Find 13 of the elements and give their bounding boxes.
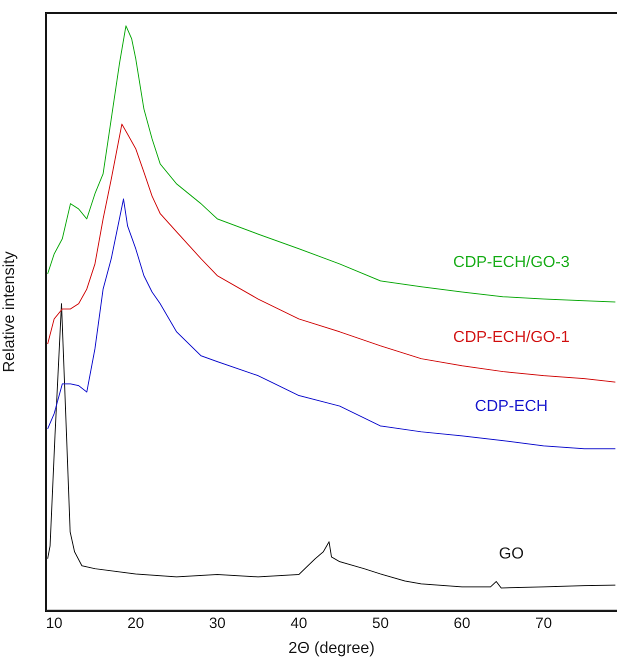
x-tick-label: 50 xyxy=(372,614,389,632)
x-tick-label: 40 xyxy=(290,614,308,632)
series-label: CDP-ECH/GO-1 xyxy=(453,328,570,346)
series-label: GO xyxy=(498,545,524,562)
x-tick-label: 20 xyxy=(127,614,144,632)
x-tick-label: 10 xyxy=(46,614,62,632)
x-tick-label: 60 xyxy=(454,614,470,632)
y-axis-title: Relative intensity xyxy=(1,251,18,372)
x-tick-label: 70 xyxy=(535,614,552,632)
series-label: CDP-ECH/GO-3 xyxy=(453,254,570,272)
x-axis-title: 2Θ (degree) xyxy=(288,640,375,657)
x-tick-label: 30 xyxy=(208,614,226,632)
series-label: CDP-ECH xyxy=(474,398,548,415)
